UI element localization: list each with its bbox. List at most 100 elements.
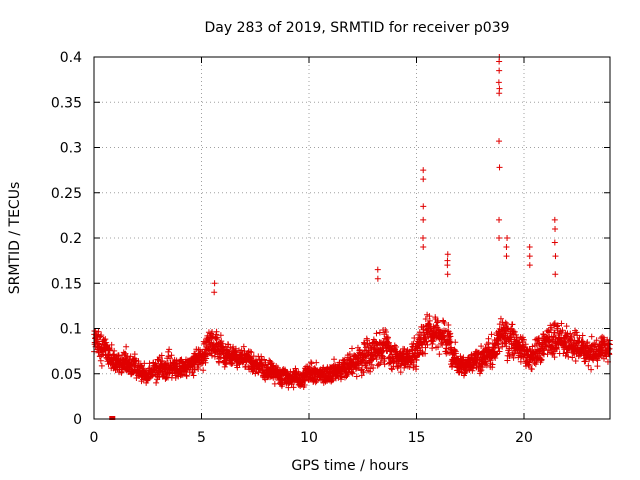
data-point: [420, 235, 427, 241]
data-point: [558, 320, 565, 327]
data-point: [360, 369, 367, 376]
data-point: [569, 354, 576, 361]
data-point: [562, 352, 569, 359]
data-point-outlier: [109, 416, 116, 420]
data-point: [385, 334, 392, 341]
data-point: [494, 341, 501, 348]
data-point: [302, 377, 309, 384]
data-point: [285, 384, 292, 391]
data-point: [594, 357, 601, 364]
data-point: [539, 350, 546, 357]
data-point: [478, 343, 485, 350]
data-point: [509, 321, 516, 328]
data-point: [397, 369, 404, 376]
data-point: [588, 333, 595, 340]
data-point: [496, 138, 503, 145]
data-point: [554, 346, 561, 353]
data-point: [552, 253, 559, 260]
data-point: [497, 315, 504, 322]
data-point: [232, 345, 239, 352]
data-point: [495, 345, 502, 352]
data-point: [223, 360, 230, 367]
y-tick-label: 0.05: [51, 367, 82, 383]
y-tick-label: 0.35: [51, 95, 82, 111]
data-point: [551, 216, 558, 223]
data-point: [98, 362, 105, 369]
data-point: [449, 363, 456, 370]
data-point: [420, 203, 427, 210]
data-point: [528, 366, 535, 373]
data-point: [554, 322, 561, 329]
data-point: [292, 365, 299, 372]
data-point: [496, 348, 503, 355]
data-point: [451, 347, 458, 354]
data-point: [535, 340, 542, 347]
data-point: [483, 362, 490, 369]
data-point: [463, 367, 470, 374]
data-point: [567, 336, 574, 343]
data-point: [270, 363, 277, 370]
data-point: [444, 271, 451, 278]
data-point: [496, 164, 503, 171]
data-point: [489, 361, 496, 368]
data-point: [483, 358, 490, 365]
data-point: [271, 380, 278, 387]
data-point: [141, 360, 148, 367]
data-point: [373, 356, 380, 363]
data-point: [191, 366, 198, 373]
data-point: [168, 352, 175, 359]
data-point: [526, 253, 533, 260]
y-tick-label: 0.3: [60, 141, 82, 157]
y-axis: 0 0.05 0.1 0.15 0.2 0.25 0.3 0.35 0.4: [51, 50, 610, 428]
x-tick-label: 0: [90, 430, 99, 446]
data-point: [290, 384, 297, 391]
data-point: [444, 257, 451, 264]
data-point: [538, 356, 545, 363]
data-point: [158, 352, 165, 359]
data-point: [420, 216, 427, 223]
data-point: [160, 371, 167, 378]
data-point: [551, 354, 558, 361]
data-point: [166, 346, 173, 353]
y-tick-label: 0.4: [60, 50, 82, 66]
data-point: [363, 359, 370, 366]
data-point: [579, 332, 586, 339]
data-point: [370, 364, 377, 371]
data-point: [573, 329, 580, 336]
data-point: [435, 343, 442, 350]
y-tick-label: 0.15: [51, 276, 82, 292]
data-point: [478, 367, 485, 374]
x-tick-label: 10: [300, 430, 318, 446]
data-point: [422, 350, 429, 357]
data-point: [444, 251, 451, 258]
data-point: [131, 351, 138, 358]
data-point: [127, 353, 134, 360]
data-point: [522, 341, 529, 348]
data-point: [248, 349, 255, 356]
data-point: [376, 329, 383, 336]
data-point: [346, 350, 353, 357]
data-point: [600, 334, 607, 341]
data-point: [572, 357, 579, 364]
data-point: [203, 355, 210, 362]
y-tick-label: 0: [73, 412, 82, 428]
data-point: [301, 382, 308, 389]
data-point: [495, 79, 502, 86]
data-point: [95, 340, 102, 347]
x-tick-label: 5: [197, 430, 206, 446]
data-point: [496, 235, 503, 241]
data-point: [211, 289, 218, 296]
data-point: [200, 341, 207, 348]
y-tick-label: 0.2: [60, 231, 82, 247]
data-point: [183, 373, 190, 380]
data-point: [229, 360, 236, 367]
data-point: [381, 355, 388, 362]
data-point: [359, 362, 366, 369]
data-point: [420, 167, 427, 174]
data-point: [424, 341, 431, 348]
data-point: [374, 362, 381, 369]
data-point: [149, 372, 156, 379]
data-point: [313, 359, 320, 366]
data-point: [367, 365, 374, 372]
